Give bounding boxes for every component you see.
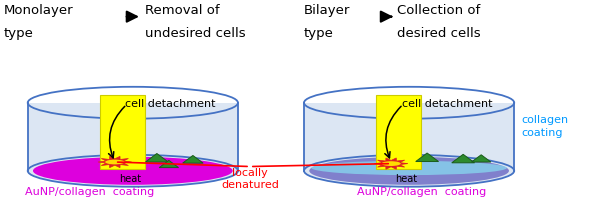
Ellipse shape [33, 157, 233, 185]
Ellipse shape [311, 161, 507, 175]
Text: AuNP/collagen  coating: AuNP/collagen coating [25, 187, 154, 197]
Ellipse shape [105, 160, 125, 164]
Text: AuNP/collagen  coating: AuNP/collagen coating [356, 187, 486, 197]
Text: undesired cells: undesired cells [145, 27, 246, 40]
Text: Removal of: Removal of [145, 4, 220, 17]
Polygon shape [146, 153, 169, 162]
Text: type: type [304, 27, 334, 40]
Polygon shape [98, 156, 132, 168]
Text: type: type [4, 27, 34, 40]
Text: heat: heat [119, 174, 141, 184]
Text: cell detachment: cell detachment [402, 99, 492, 109]
Polygon shape [452, 154, 474, 163]
Polygon shape [182, 156, 203, 163]
Ellipse shape [382, 161, 401, 166]
Text: heat: heat [395, 174, 417, 184]
Text: collagen
coating: collagen coating [521, 115, 568, 138]
Ellipse shape [304, 155, 514, 187]
FancyBboxPatch shape [100, 95, 145, 169]
Polygon shape [159, 160, 179, 168]
Polygon shape [416, 153, 438, 162]
Text: Monolayer: Monolayer [4, 4, 73, 17]
Polygon shape [28, 103, 238, 171]
Ellipse shape [309, 157, 509, 185]
FancyBboxPatch shape [376, 95, 421, 169]
Text: Collection of: Collection of [397, 4, 480, 17]
Text: locally
denatured: locally denatured [221, 168, 279, 190]
Text: cell detachment: cell detachment [125, 99, 216, 109]
Polygon shape [471, 155, 491, 162]
Polygon shape [374, 158, 408, 169]
Ellipse shape [28, 155, 238, 187]
Text: desired cells: desired cells [397, 27, 481, 40]
Text: Bilayer: Bilayer [304, 4, 350, 17]
Polygon shape [304, 103, 514, 171]
